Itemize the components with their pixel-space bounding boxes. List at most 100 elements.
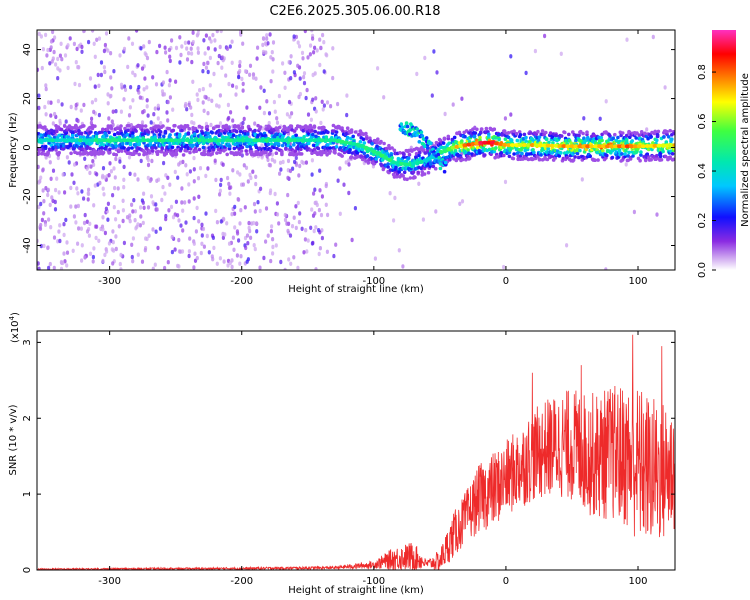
- spectrogram-noise-cell: [215, 30, 219, 34]
- spectrogram-noise-cell: [215, 103, 219, 108]
- spectrogram-noise-cell: [311, 97, 315, 102]
- spectrogram-noise-cell: [180, 200, 184, 205]
- spectrogram-noise-cell: [663, 85, 667, 90]
- spectrogram-ridge-cell: [397, 157, 402, 162]
- spectrogram-noise-cell: [128, 171, 132, 176]
- spectrogram-noise-cell: [58, 238, 62, 244]
- spectrogram-noise-cell: [131, 259, 135, 264]
- spectrogram-noise-cell: [258, 208, 262, 214]
- spectrogram-noise-cell: [246, 179, 250, 184]
- spectrogram-noise-cell: [90, 100, 94, 105]
- spectrogram-ridge-cell: [511, 156, 516, 161]
- spectrogram-noise-cell: [183, 40, 187, 45]
- spectrogram-ridge-cell: [536, 129, 540, 134]
- snr-frame: [36, 330, 676, 571]
- spectrogram-noise-cell: [155, 178, 159, 183]
- spectrogram-ridge-cell: [408, 176, 413, 180]
- spectrogram-noise-cell: [294, 162, 299, 168]
- spectrogram-x-axis-label: Height of straight line (km): [288, 284, 424, 295]
- spectrogram-x-ticks: -300 -200 -100 0 100: [98, 30, 648, 287]
- spectrogram-noise-cell: [65, 155, 69, 160]
- spectrogram-noise-cell: [604, 267, 608, 270]
- spectrogram-noise-cell: [278, 171, 282, 176]
- spectrogram-ridge-peak: [391, 160, 397, 165]
- spectrogram-ridge-cell: [316, 146, 321, 151]
- spectrogram-noise-cell: [302, 75, 306, 80]
- spectrogram-ridge-cell: [333, 151, 337, 155]
- spectrogram-noise-cell: [128, 219, 132, 224]
- spectrogram-noise-cell: [156, 103, 160, 109]
- spectrogram-ridge-peak: [188, 138, 195, 143]
- spectrogram-noise-cell: [415, 71, 419, 77]
- spectrogram-noise-cell: [168, 95, 172, 100]
- spectrogram-noise-cell: [87, 187, 91, 192]
- spectrogram-noise-cell: [72, 214, 76, 219]
- spectrogram-noise-cell: [292, 255, 296, 260]
- spectrogram-noise-cell: [286, 192, 290, 198]
- spectrogram-noise-cell: [283, 85, 287, 91]
- spectrogram-noise-cell: [202, 38, 206, 43]
- spectrogram-noise-cell: [158, 226, 162, 231]
- spectrogram-ridge-cell: [565, 155, 569, 160]
- spectrogram-noise-cell: [604, 99, 608, 104]
- spectrogram-noise-cell: [231, 83, 235, 88]
- spectrogram-noise-cell: [208, 83, 212, 88]
- spectrogram-ridge-peak: [244, 138, 250, 143]
- spectrogram-ridge-cell: [201, 145, 206, 150]
- spectrogram-noise-cell: [180, 186, 184, 191]
- spectrogram-ridge-cell: [167, 126, 172, 131]
- spectrogram-ridge-cell: [531, 148, 535, 152]
- spectrogram-ridge-cell: [237, 126, 241, 131]
- spectrogram-ridge-cell: [104, 133, 109, 138]
- spectrogram-noise-cell: [248, 63, 253, 68]
- spectrogram-noise-cell: [509, 112, 513, 117]
- spectrogram-ridge-peak: [672, 143, 675, 148]
- spectrogram-noise-cell: [57, 229, 61, 234]
- spectrogram-noise-cell: [543, 33, 547, 39]
- spectrogram-noise-cell: [196, 97, 200, 103]
- spectrogram-ridge-cell: [475, 145, 480, 150]
- spectrogram-ridge-cell: [390, 146, 394, 150]
- spectrogram-noise-cell: [122, 240, 126, 246]
- spectrogram-noise-cell: [37, 31, 41, 37]
- spectrogram-ridge-cell: [358, 140, 363, 144]
- spectrogram-ridge-cell: [446, 134, 451, 139]
- spectrogram-noise-cell: [62, 251, 66, 256]
- spectrogram-noise-cell: [417, 181, 421, 186]
- spectrogram-noise-cell: [52, 235, 57, 240]
- spectrogram-ridge-peak: [177, 138, 183, 143]
- colorbar-label: Normalized spectral amplitude: [740, 73, 750, 227]
- spectrogram-ridge-cell: [540, 129, 545, 133]
- spectrogram-noise-cell: [238, 221, 242, 226]
- spectrogram-secondary-cell: [429, 141, 433, 145]
- spectrogram-ridge-cell: [365, 154, 370, 158]
- spectrogram-noise-cell: [112, 205, 116, 210]
- spectrogram-ridge-cell: [575, 151, 580, 156]
- spectrogram-noise-cell: [303, 30, 307, 34]
- spectrogram-noise-cell: [215, 220, 219, 225]
- spectrogram-noise-cell: [54, 187, 58, 193]
- spectrogram-ridge-cell: [188, 150, 192, 155]
- spectrogram-noise-cell: [121, 208, 125, 213]
- spectrogram-ridge-cell: [581, 131, 585, 136]
- spectrogram-ridge-peak: [169, 138, 175, 143]
- spectrogram-noise-cell: [229, 110, 233, 115]
- spectrogram-noise-cell: [200, 222, 204, 227]
- spectrogram-ridge-cell: [174, 152, 179, 156]
- spectrogram-noise-cell: [89, 164, 93, 169]
- spectrogram-ridge-cell: [655, 134, 660, 138]
- spectrogram-noise-cell: [159, 121, 163, 126]
- spectrogram-ridge-peak: [256, 138, 262, 143]
- spectrogram-noise-cell: [226, 175, 230, 181]
- spectrogram-noise-cell: [86, 191, 90, 196]
- spectrogram-noise-cell: [126, 64, 130, 70]
- spectrogram-ridge-cell: [588, 154, 592, 159]
- spectrogram-ridge-peak: [276, 138, 282, 143]
- spectrogram-ridge-cell: [93, 153, 97, 157]
- spectrogram-ridge-peak: [85, 138, 92, 143]
- spectrogram-noise-cell: [228, 191, 232, 196]
- spectrogram-ridge-peak: [450, 145, 456, 150]
- spectrogram-noise-cell: [598, 116, 602, 122]
- spectrogram-noise-cell: [56, 66, 60, 71]
- spectrogram-ridge-peak: [228, 138, 234, 143]
